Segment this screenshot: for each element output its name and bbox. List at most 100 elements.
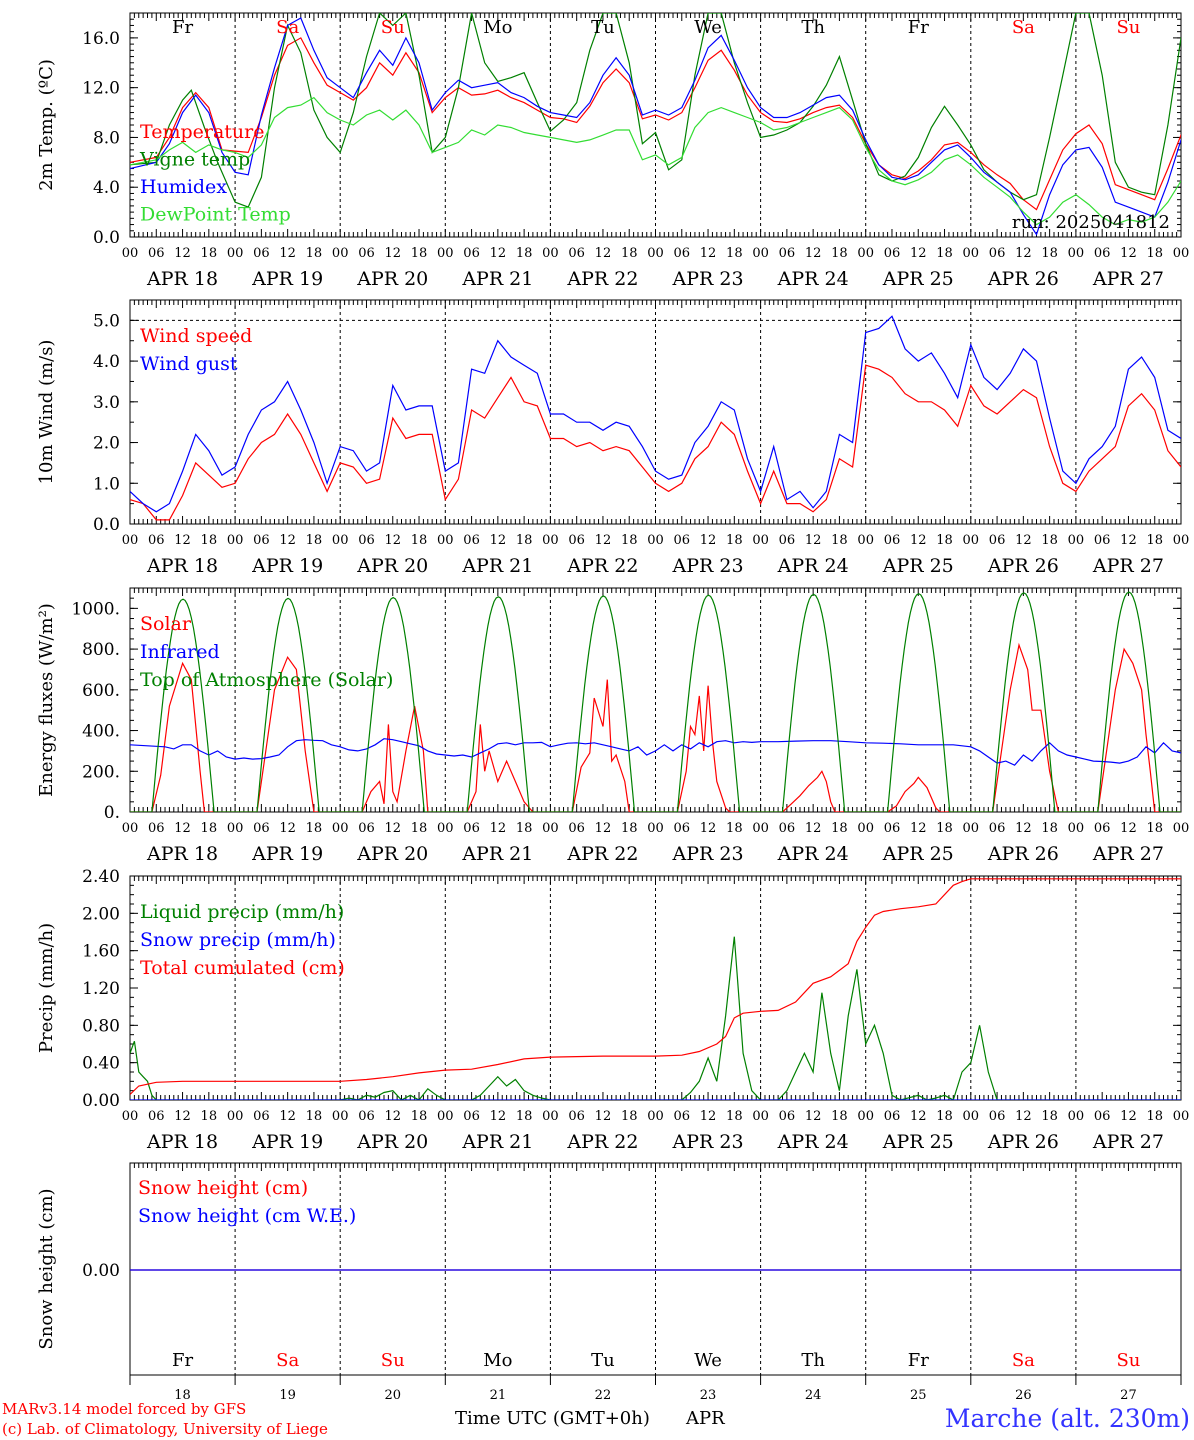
hour-label: 12 (1015, 1109, 1032, 1124)
hour-label: 12 (805, 246, 822, 261)
hour-label: 12 (174, 1109, 191, 1124)
hour-label: 18 (1146, 821, 1163, 836)
hour-label: 00 (332, 246, 349, 261)
y-tick-label: 4.0 (93, 352, 120, 372)
series-line-infrared (130, 738, 1181, 766)
y-tick-label: 1.60 (82, 942, 120, 962)
hour-label: 00 (1068, 246, 1085, 261)
hour-label: 00 (857, 533, 874, 548)
day-name: Su (1116, 17, 1140, 38)
date-label: APR 26 (987, 843, 1059, 865)
day-name: Su (381, 17, 405, 38)
date-label: APR 18 (146, 555, 218, 577)
day-name: Fr (908, 17, 929, 38)
legend-entry: Snow height (cm) (138, 1177, 308, 1199)
series-line-humidex (130, 17, 1181, 236)
day-name: Sa (1012, 1350, 1035, 1371)
date-label: APR 25 (882, 843, 954, 865)
y-tick-label: 4.0 (93, 178, 120, 198)
day-name: Th (801, 17, 825, 38)
hour-label: 06 (463, 533, 480, 548)
day-name: Su (1116, 1350, 1140, 1371)
hour-label: 00 (332, 821, 349, 836)
legend-entry: Wind gust (140, 353, 238, 375)
hour-label: 18 (831, 821, 848, 836)
day-name: Fr (908, 1350, 929, 1371)
hour-label: 06 (568, 1109, 585, 1124)
hour-label: 12 (910, 533, 927, 548)
panel-2: 0.0 1.0 2.0 3.0 4.0 5.0 10m Wind (m/s) Wind spe… (36, 299, 1189, 577)
hour-label: 00 (647, 821, 664, 836)
hour-label: 18 (1146, 533, 1163, 548)
hour-label: 18 (621, 533, 638, 548)
hour-label: 18 (306, 1109, 323, 1124)
plot-frame (129, 587, 1182, 813)
hour-label: 18 (726, 246, 743, 261)
y-tick-label: 8.0 (93, 128, 120, 148)
date-label: APR 27 (1092, 1131, 1164, 1153)
hour-label: 00 (227, 246, 244, 261)
hour-label: 12 (384, 246, 401, 261)
series-line-temperature (130, 37, 1181, 211)
hour-label: 18 (306, 533, 323, 548)
hour-label: 06 (568, 821, 585, 836)
panel-4: 0.00 0.40 0.80 1.20 1.60 2.00 2.40 Precip (mm/h… (36, 867, 1189, 1153)
y-tick-label: 1.20 (82, 979, 120, 999)
hour-label: 18 (621, 246, 638, 261)
short-date-label: 24 (805, 1388, 822, 1403)
y-tick-label: 0.0 (93, 228, 120, 248)
hour-label: 12 (700, 1109, 717, 1124)
day-name: Fr (172, 17, 193, 38)
hour-label: 06 (779, 1109, 796, 1124)
y-tick-label: 2.00 (82, 904, 120, 924)
hour-label: 18 (621, 821, 638, 836)
series-group (130, 13, 1181, 236)
hour-label: 12 (595, 1109, 612, 1124)
date-label: APR 24 (777, 268, 849, 290)
y-tick-label: 5.0 (93, 311, 120, 331)
day-name: We (694, 1350, 722, 1371)
date-label: APR 25 (882, 1131, 954, 1153)
hour-label: 12 (595, 533, 612, 548)
series-line-vigne-temp (130, 13, 1181, 208)
y-tick-label: 2.40 (82, 867, 120, 887)
legend-entry: DewPoint Temp (140, 204, 291, 226)
date-label: APR 19 (251, 1131, 323, 1153)
day-name: Sa (1012, 17, 1035, 38)
series-line-wind-gust (130, 315, 1181, 513)
date-label: APR 26 (987, 268, 1059, 290)
hour-label: 06 (1094, 246, 1111, 261)
short-date-label: 20 (384, 1388, 401, 1403)
hour-label: 18 (201, 533, 218, 548)
short-date-label: 22 (595, 1388, 612, 1403)
series-line-top-of-atmosphere-solar- (130, 591, 1181, 812)
hour-label: 18 (726, 821, 743, 836)
date-label: APR 27 (1092, 843, 1164, 865)
legend-entry: Wind speed (140, 325, 252, 347)
day-name: Su (381, 1350, 405, 1371)
legend-entry: Snow precip (mm/h) (140, 929, 336, 951)
hour-label: 18 (1146, 246, 1163, 261)
date-label: APR 20 (356, 1131, 428, 1153)
hour-label: 00 (1173, 821, 1190, 836)
short-date-label: 23 (700, 1388, 717, 1403)
y-tick-label: 3.0 (93, 393, 120, 413)
hour-label: 06 (463, 821, 480, 836)
date-label: APR 26 (987, 1131, 1059, 1153)
hour-label: 06 (568, 246, 585, 261)
hour-label: 06 (253, 821, 270, 836)
hour-label: 18 (726, 1109, 743, 1124)
date-label: APR 21 (461, 1131, 533, 1153)
hour-label: 06 (779, 821, 796, 836)
legend-entry: Vigne temp (139, 149, 250, 171)
hour-label: 00 (1173, 246, 1190, 261)
y-tick-label: 2.0 (93, 434, 120, 454)
hour-label: 06 (148, 1109, 165, 1124)
hour-label: 00 (963, 821, 980, 836)
legend-entry: Liquid precip (mm/h) (140, 901, 344, 923)
hour-label: 18 (306, 246, 323, 261)
y-tick-label: 600. (82, 681, 120, 701)
hour-label: 12 (1120, 821, 1137, 836)
hour-label: 18 (306, 821, 323, 836)
y-tick-label: 0.0 (93, 515, 120, 535)
